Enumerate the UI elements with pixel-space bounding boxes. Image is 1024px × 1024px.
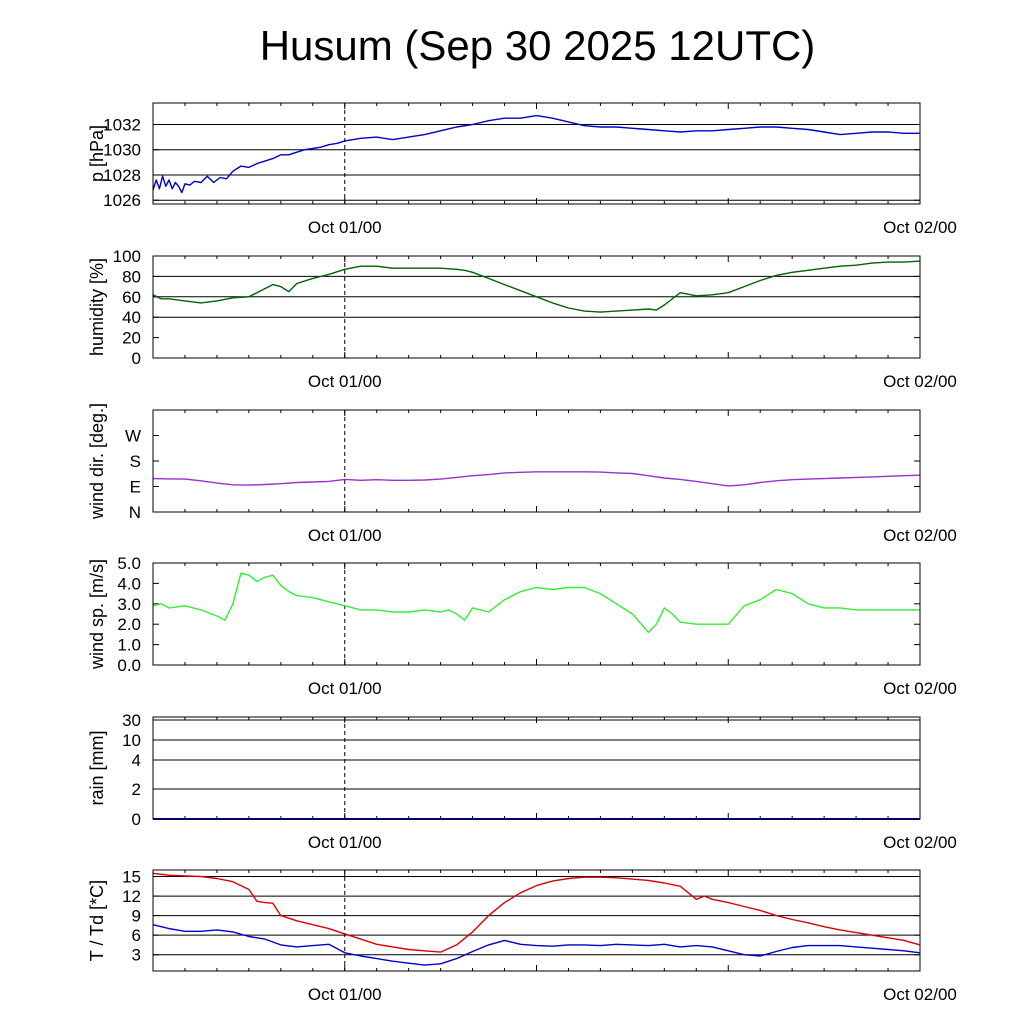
x-tick-label: Oct 01/00 (308, 372, 382, 391)
y-tick-label: 3.0 (117, 595, 141, 614)
x-tick-label: Oct 02/00 (883, 985, 957, 1004)
wind-direction-series-line (152, 471, 921, 487)
y-tick-label: 4 (132, 751, 141, 770)
plot-frame (152, 102, 921, 205)
y-tick-label: 80 (122, 267, 141, 286)
y-tick-label: 1028 (103, 166, 141, 185)
y-tick-label: 0 (132, 349, 141, 368)
x-tick-label: Oct 01/00 (308, 526, 382, 545)
pressure-series-line (152, 114, 920, 194)
temperature-series-line (152, 872, 921, 953)
x-tick-label: Oct 01/00 (308, 218, 382, 237)
y-tick-label: 6 (132, 926, 141, 945)
y-tick-label: 15 (122, 868, 141, 887)
plot-frame (152, 409, 921, 513)
y-tick-label: 60 (122, 288, 141, 307)
x-tick-label: Oct 01/00 (308, 679, 382, 698)
x-tick-label: Oct 01/00 (308, 985, 382, 1004)
y-tick-label: 100 (113, 247, 141, 266)
y-tick-label: 5.0 (117, 554, 141, 573)
wind-speed-series-line (152, 572, 920, 634)
humidity-series-line (152, 260, 921, 313)
x-tick-label: Oct 01/00 (308, 833, 382, 852)
y-tick-label: 1032 (103, 115, 141, 134)
y-tick-label: W (125, 427, 141, 446)
y-tick-label: 1030 (103, 141, 141, 160)
y-tick-label: 12 (122, 887, 141, 906)
plot-frame (152, 869, 921, 972)
x-tick-label: Oct 02/00 (883, 679, 957, 698)
y-tick-label: 30 (122, 711, 141, 730)
y-tick-label: 9 (132, 907, 141, 926)
y-tick-label: S (130, 452, 141, 471)
plot-frame (152, 716, 921, 820)
chart-title: Husum (Sep 30 2025 12UTC) (259, 22, 816, 69)
plot-frame (152, 562, 921, 666)
y-axis-label: wind dir. [deg.] (87, 403, 107, 520)
y-tick-label: 1026 (103, 191, 141, 210)
plot-frame (152, 255, 921, 359)
panel-wind-speed: 0.01.0 2.03.0 4.05.0 wind sp. [m/s] Oct 01/0… (87, 554, 957, 698)
y-tick-label: 10 (122, 731, 141, 750)
x-tick-label: Oct 02/00 (883, 218, 957, 237)
x-tick-label: Oct 02/00 (883, 372, 957, 391)
y-axis-label: wind sp. [m/s] (87, 559, 107, 670)
y-tick-label: 2 (132, 780, 141, 799)
y-tick-label: 1.0 (117, 636, 141, 655)
y-tick-label: 20 (122, 329, 141, 348)
y-tick-label: E (130, 478, 141, 497)
y-axis-label: p [hPa] (87, 125, 107, 182)
y-tick-label: 3 (132, 946, 141, 965)
y-tick-label: 2.0 (117, 615, 141, 634)
y-axis-label: rain [mm] (87, 730, 107, 805)
y-tick-label: 0.0 (117, 656, 141, 675)
y-axis-label: T / Td [*C] (87, 880, 107, 961)
x-tick-label: Oct 02/00 (883, 526, 957, 545)
y-tick-label: 4.0 (117, 574, 141, 593)
y-tick-label: 40 (122, 308, 141, 327)
y-tick-label: N (129, 503, 141, 522)
y-tick-label: 0 (132, 810, 141, 829)
x-tick-label: Oct 02/00 (883, 833, 957, 852)
y-axis-label: humidity [%] (87, 258, 107, 356)
temperature-series-line (152, 924, 921, 966)
